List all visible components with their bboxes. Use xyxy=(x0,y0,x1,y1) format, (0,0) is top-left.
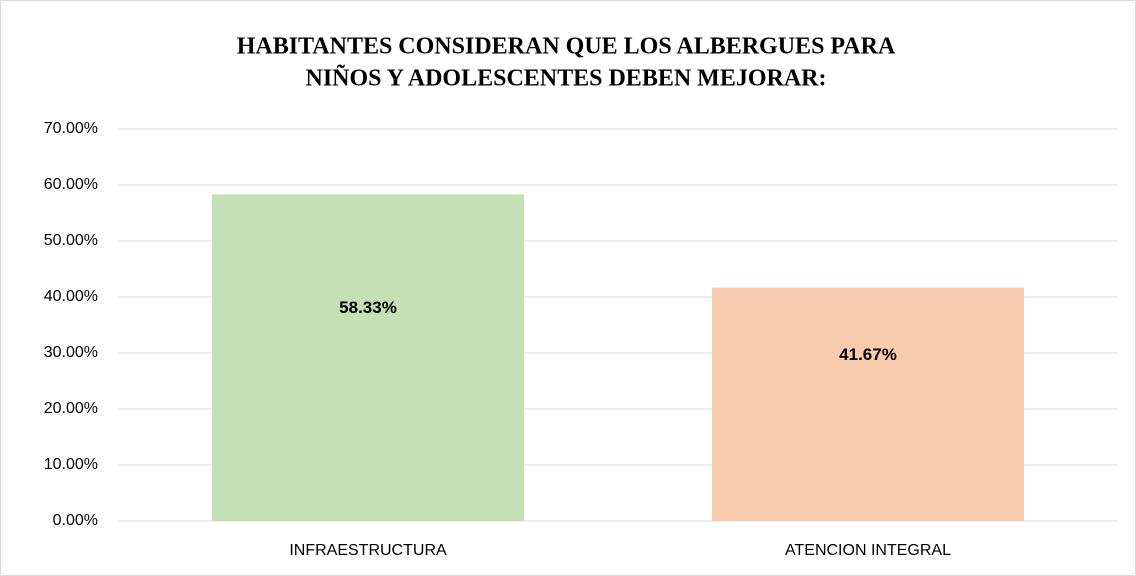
y-tick-label: 70.00% xyxy=(44,120,98,137)
chart-title: NIÑOS Y ADOLESCENTES DEBEN MEJORAR: xyxy=(306,66,827,92)
y-tick-label: 0.00% xyxy=(53,512,98,529)
y-tick-label: 10.00% xyxy=(44,456,98,473)
data-label: 58.33% xyxy=(339,298,397,317)
data-label: 41.67% xyxy=(839,345,897,364)
y-tick-label: 20.00% xyxy=(44,400,98,417)
chart-title: HABITANTES CONSIDERAN QUE LOS ALBERGUES … xyxy=(237,34,896,60)
y-tick-label: 60.00% xyxy=(44,176,98,193)
y-tick-label: 40.00% xyxy=(44,288,98,305)
bar xyxy=(212,194,524,522)
y-tick-label: 30.00% xyxy=(44,344,98,361)
x-tick-label: ATENCION INTEGRAL xyxy=(785,542,951,559)
bar xyxy=(712,287,1024,521)
x-tick-label: INFRAESTRUCTURA xyxy=(289,542,447,559)
y-tick-label: 50.00% xyxy=(44,232,98,249)
